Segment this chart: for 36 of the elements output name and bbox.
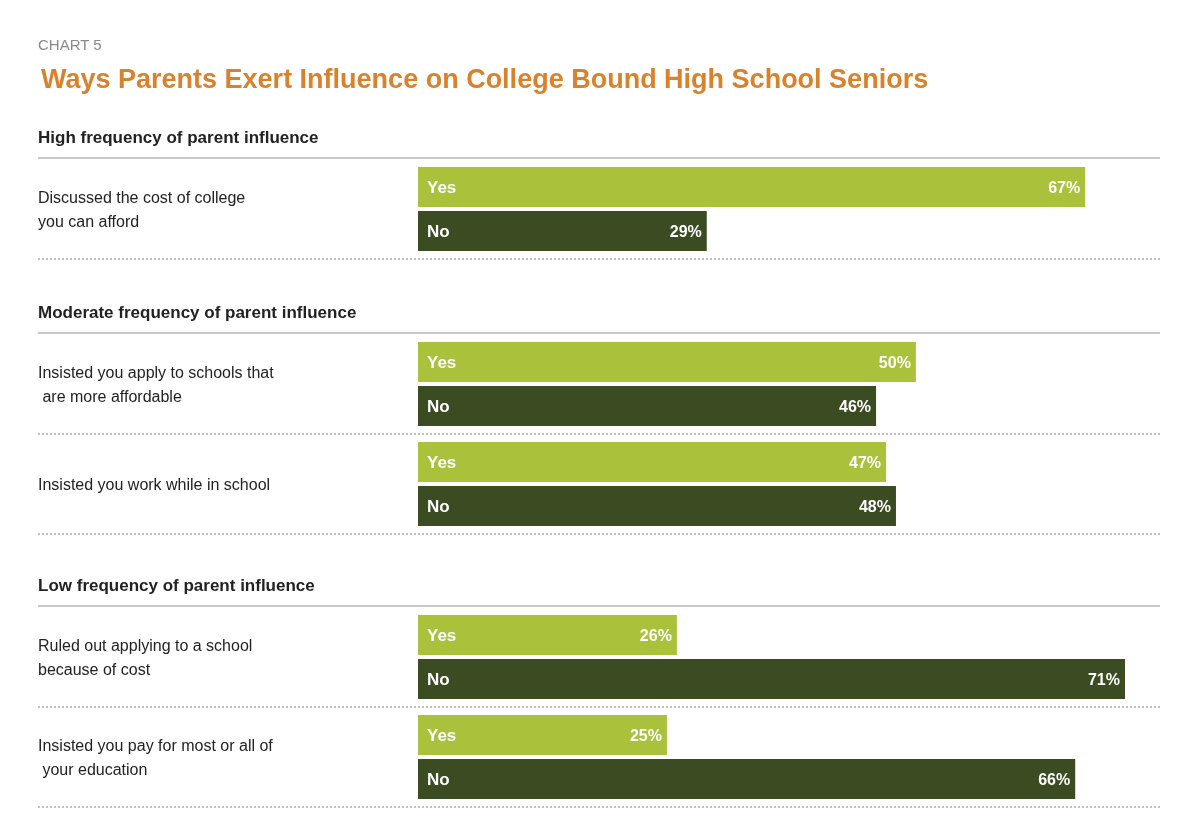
bar — [418, 211, 707, 251]
data-label: 50% — [878, 353, 911, 371]
y-tick-label: Ruled out applying to a school because of cost — [38, 636, 257, 678]
data-label: 46% — [839, 397, 872, 415]
y-tick-label: Insisted you work while in school — [38, 475, 271, 493]
data-label: 26% — [639, 626, 672, 644]
bar — [418, 442, 887, 482]
text: Yes — [427, 625, 457, 645]
data-label: 66% — [1038, 770, 1071, 788]
text: No — [427, 496, 450, 516]
text: Low frequency of parent influence — [38, 576, 315, 595]
series-label: Yes — [427, 177, 457, 197]
series-label: No — [427, 221, 450, 241]
y-tick-label: Discussed the cost of college you can afford — [38, 188, 250, 230]
text: No — [427, 769, 450, 789]
bar — [418, 715, 667, 755]
text: Yes — [427, 452, 457, 472]
data-label: 67% — [1048, 178, 1081, 196]
bar — [418, 167, 1086, 207]
data-label: 71% — [1087, 670, 1120, 688]
y-tick-label: Insisted you pay for most or all of your education — [38, 736, 274, 778]
text: No — [427, 396, 450, 416]
chart-title: Ways Parents Exert Influence on College Bound High School Seniors — [41, 63, 929, 94]
caption: CHART 5 — [38, 36, 102, 53]
bar — [418, 759, 1076, 799]
text: Yes — [427, 352, 457, 372]
bar — [418, 486, 896, 526]
text: Yes — [427, 725, 457, 745]
text: No — [427, 669, 450, 689]
text: High frequency of parent influence — [38, 128, 319, 147]
data-label: 48% — [858, 497, 891, 515]
data-label: 25% — [629, 726, 662, 744]
data-label: 47% — [848, 453, 882, 471]
data-label: 29% — [669, 222, 702, 240]
text: Moderate frequency of parent influence — [38, 303, 357, 322]
y-tick-label: Insisted you apply to schools that are more affordable — [38, 363, 275, 405]
